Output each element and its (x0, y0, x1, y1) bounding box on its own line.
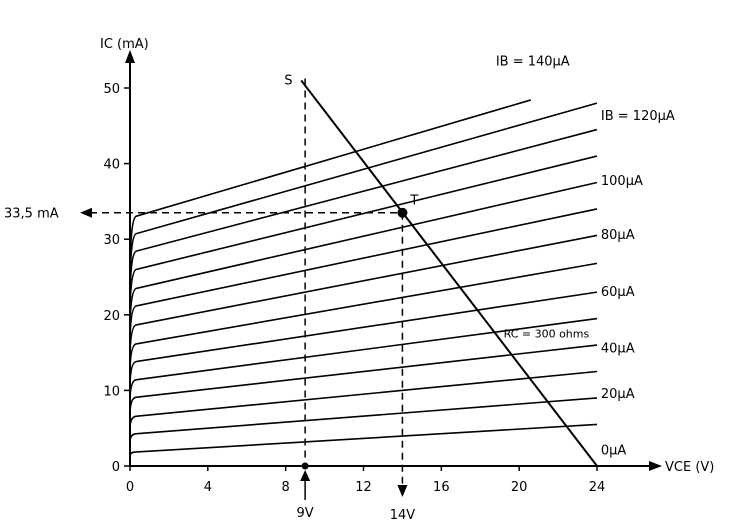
y-tick-label: 30 (103, 233, 120, 248)
ib-curve-label: 60μA (601, 285, 635, 300)
y-tick-label: 40 (103, 158, 120, 173)
ib-curve (129, 262, 598, 466)
ib-curve-label: 100μA (601, 174, 643, 189)
x-tick-label: 8 (282, 480, 290, 495)
ic-guide-arrowhead (80, 207, 92, 218)
ib-curve (129, 102, 598, 466)
x-tick-label: 12 (355, 480, 372, 495)
ib-curve-label: 80μA (601, 228, 635, 243)
x-tick-label: 20 (511, 480, 528, 495)
ib-curve (129, 181, 598, 466)
point-t (397, 207, 408, 218)
x-tick-label: 24 (589, 480, 606, 495)
load-line-label: RC = 300 ohms (504, 327, 590, 340)
y-tick-label: 20 (103, 309, 120, 324)
x-tick-label: 16 (433, 480, 450, 495)
x-tick-label: 4 (204, 480, 212, 495)
y-axis-label: IC (mA) (100, 37, 149, 52)
ib-curve-label: IB = 120μA (601, 109, 675, 124)
load-line (300, 79, 598, 467)
ib-curve-label: 20μA (601, 387, 635, 402)
ib-curve (129, 423, 598, 466)
vce-9v-arrowhead (300, 470, 311, 481)
ib-curves (129, 99, 598, 466)
vce-9v-label: 9V (297, 506, 314, 521)
ib-curve (129, 99, 532, 466)
ib-curve-label: IB = 140μA (496, 54, 570, 69)
axes: IC (mA) VCE (V) 0 10 20 30 40 50 0 4 8 12 16 20 24 (100, 37, 714, 495)
annotations: 0μA 20μA 40μA 60μA 80μA 100μA IB = 120μA IB = 1… (4, 54, 675, 523)
x-tick-label: 0 (126, 480, 134, 495)
x-axis-label: VCE (V) (665, 460, 714, 475)
ib-curve (129, 397, 598, 466)
vce-14v-label: 14V (390, 508, 416, 523)
ib-curve (129, 234, 598, 466)
vce-14v-arrowhead (397, 485, 408, 497)
ib-curve-label: 40μA (601, 342, 635, 357)
x-axis-arrowhead (649, 461, 662, 471)
ic-value-label: 33,5 mA (4, 207, 59, 222)
ib-curve (129, 370, 598, 466)
y-tick-label: 10 (103, 384, 120, 399)
vce-9v-point (301, 462, 309, 470)
y-axis-arrowhead (125, 50, 135, 63)
ib-curve-label: 0μA (601, 444, 627, 459)
ib-curve (129, 317, 598, 466)
point-t-label: T (409, 194, 418, 209)
y-tick-label: 50 (103, 82, 120, 97)
point-s-label: S (284, 73, 292, 88)
y-tick-label: 0 (112, 460, 120, 475)
ib-curve (129, 155, 598, 466)
